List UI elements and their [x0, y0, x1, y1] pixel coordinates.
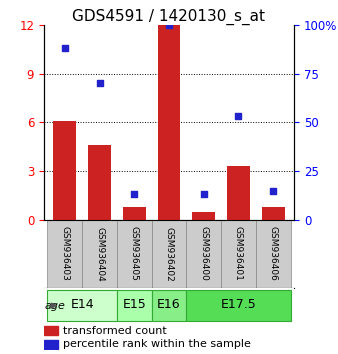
Text: age: age: [45, 301, 66, 310]
Text: GSM936405: GSM936405: [130, 227, 139, 281]
Bar: [53, 121, 76, 220]
Text: GSM936403: GSM936403: [60, 227, 69, 281]
FancyBboxPatch shape: [117, 220, 152, 288]
Bar: [158, 25, 180, 220]
FancyBboxPatch shape: [186, 220, 221, 288]
Point: [201, 192, 207, 197]
FancyBboxPatch shape: [82, 220, 117, 288]
FancyBboxPatch shape: [117, 290, 152, 321]
Bar: [192, 212, 215, 220]
Bar: [262, 207, 285, 220]
Text: E15: E15: [122, 298, 146, 312]
FancyBboxPatch shape: [221, 220, 256, 288]
Title: GDS4591 / 1420130_s_at: GDS4591 / 1420130_s_at: [72, 8, 266, 25]
Bar: [44, 326, 58, 336]
FancyBboxPatch shape: [47, 290, 117, 321]
Bar: [123, 207, 146, 220]
Text: GSM936406: GSM936406: [269, 227, 278, 281]
Text: E17.5: E17.5: [221, 298, 256, 312]
Text: transformed count: transformed count: [63, 326, 166, 336]
Point: [62, 45, 68, 51]
Text: percentile rank within the sample: percentile rank within the sample: [63, 339, 250, 349]
Point: [166, 22, 172, 28]
FancyBboxPatch shape: [47, 220, 82, 288]
Text: GSM936401: GSM936401: [234, 227, 243, 281]
FancyBboxPatch shape: [256, 220, 291, 288]
Point: [270, 188, 276, 193]
Text: GSM936400: GSM936400: [199, 227, 208, 281]
FancyBboxPatch shape: [152, 220, 186, 288]
Text: GSM936404: GSM936404: [95, 227, 104, 281]
FancyBboxPatch shape: [186, 290, 291, 321]
Text: E16: E16: [157, 298, 181, 312]
Text: E14: E14: [70, 298, 94, 312]
Point: [236, 114, 241, 119]
Bar: [44, 339, 58, 349]
FancyBboxPatch shape: [152, 290, 186, 321]
Text: GSM936402: GSM936402: [165, 227, 173, 281]
Point: [97, 80, 102, 86]
Point: [131, 192, 137, 197]
Bar: [227, 166, 250, 220]
Bar: [88, 145, 111, 220]
